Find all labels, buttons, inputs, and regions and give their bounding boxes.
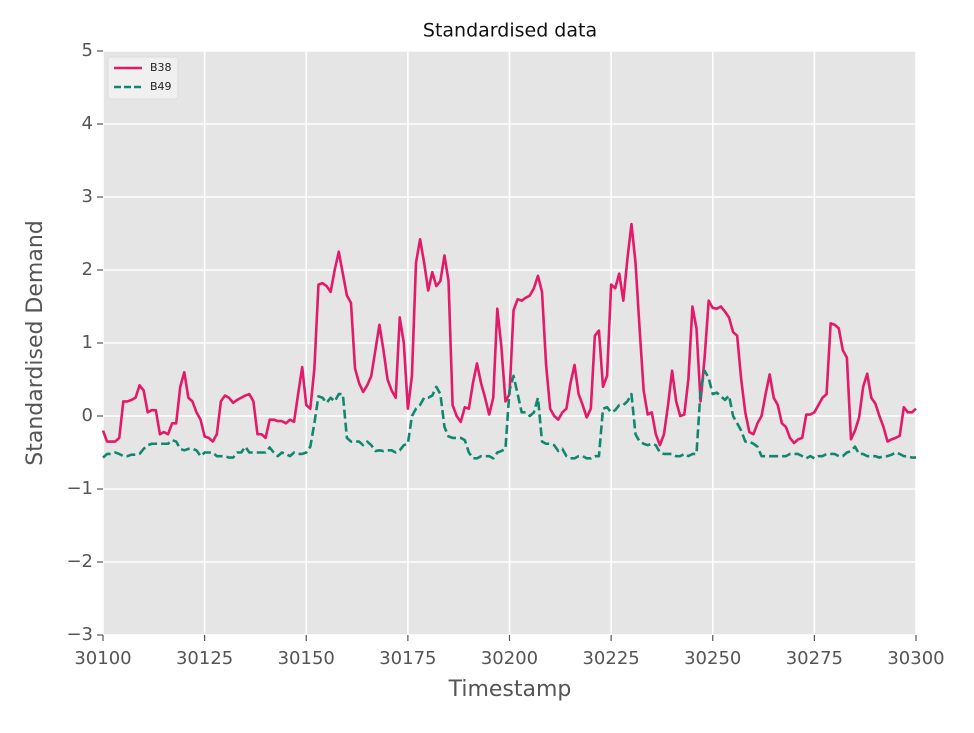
y-tick-label: 2	[82, 259, 93, 280]
y-tick-label: 5	[82, 40, 93, 61]
legend-label: B38	[150, 61, 172, 74]
y-tick-label: 4	[82, 113, 93, 134]
x-tick-label: 30100	[74, 648, 131, 669]
legend-label: B49	[150, 80, 172, 93]
y-tick-label: −2	[66, 551, 93, 572]
y-tick-label: 3	[82, 186, 93, 207]
x-tick-label: 30175	[379, 648, 436, 669]
x-tick-label: 30225	[582, 648, 639, 669]
x-tick-label: 30250	[684, 648, 741, 669]
y-tick-label: 0	[82, 405, 93, 426]
x-axis-label: Timestamp	[448, 677, 572, 702]
x-tick-label: 30275	[786, 648, 843, 669]
y-tick-label: 1	[82, 332, 93, 353]
x-tick-label: 30125	[176, 648, 233, 669]
x-tick-label: 30300	[887, 648, 944, 669]
y-axis-label: Standardised Demand	[23, 220, 48, 465]
x-tick-label: 30200	[481, 648, 538, 669]
y-tick-label: −3	[66, 624, 93, 645]
series-line	[102, 369, 916, 460]
chart-title: Standardised data	[423, 20, 597, 42]
y-tick-label: −1	[66, 478, 93, 499]
x-tick-label: 30150	[278, 648, 335, 669]
